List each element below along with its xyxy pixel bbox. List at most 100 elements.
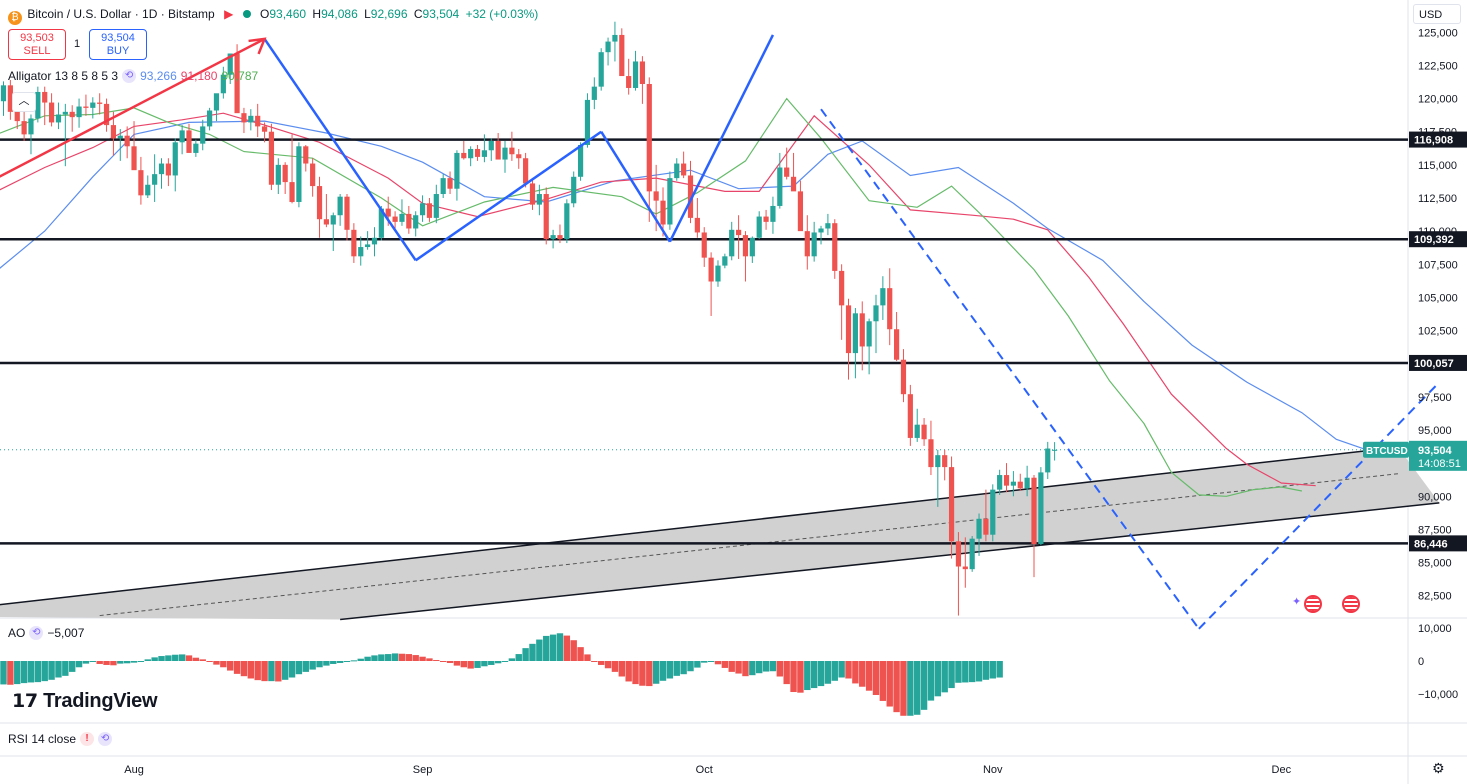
ao-bar bbox=[371, 655, 378, 661]
ao-bar bbox=[728, 661, 735, 672]
ao-bar bbox=[742, 661, 749, 677]
candle-body bbox=[62, 111, 68, 115]
price-tick-label: 125,000 bbox=[1418, 27, 1458, 39]
candle bbox=[392, 211, 398, 232]
price-tick-label: 85,000 bbox=[1418, 558, 1452, 570]
candle bbox=[632, 50, 639, 91]
tradingview-logo[interactable]: 𝟭𝟳 TradingView bbox=[12, 690, 158, 713]
ao-bar bbox=[529, 643, 536, 661]
candle bbox=[495, 133, 501, 160]
candle-body bbox=[880, 288, 886, 306]
candle bbox=[694, 198, 700, 238]
chart-settings-gear-icon[interactable]: ⚙ bbox=[1432, 760, 1445, 776]
ao-bar bbox=[343, 661, 351, 662]
candle bbox=[289, 134, 295, 204]
candle-body bbox=[564, 203, 570, 240]
candle-body bbox=[681, 163, 687, 176]
buy-button[interactable]: 93,504 BUY bbox=[89, 29, 147, 60]
ao-bar bbox=[275, 661, 282, 682]
candle-body bbox=[907, 394, 913, 438]
candle-body bbox=[811, 232, 817, 257]
candle bbox=[756, 211, 762, 240]
sell-button[interactable]: 93,503 SELL bbox=[8, 29, 66, 60]
ao-bar bbox=[336, 661, 344, 663]
ao-bar bbox=[405, 654, 413, 661]
candle-body bbox=[200, 126, 206, 144]
candle bbox=[351, 223, 357, 263]
candle-body bbox=[976, 518, 982, 539]
candle bbox=[1052, 442, 1058, 461]
candle bbox=[735, 215, 742, 259]
regression-channel-fill bbox=[0, 447, 1440, 620]
order-quantity[interactable]: 1 bbox=[74, 38, 81, 50]
candle-body bbox=[729, 229, 735, 257]
price-tick-label: 82,500 bbox=[1418, 591, 1452, 603]
ao-bar bbox=[625, 661, 632, 682]
candle-body bbox=[103, 103, 110, 126]
indicator-settings-icon[interactable]: ⟲ bbox=[122, 69, 137, 83]
ao-bar bbox=[330, 661, 337, 664]
ao-bar bbox=[288, 661, 296, 678]
price-tick-label: 122,500 bbox=[1418, 60, 1458, 72]
candle bbox=[447, 171, 453, 195]
ao-bar bbox=[364, 656, 371, 661]
ao-bar bbox=[378, 654, 385, 661]
candle bbox=[186, 123, 192, 153]
candle bbox=[818, 225, 824, 245]
candle-body bbox=[928, 439, 934, 468]
candle bbox=[461, 140, 467, 160]
candle-body bbox=[186, 130, 192, 153]
warning-icon[interactable]: ! bbox=[80, 732, 95, 746]
us-flag-event-icon[interactable] bbox=[1304, 595, 1322, 613]
ao-legend[interactable]: AO ⟲ −5,007 bbox=[8, 626, 84, 640]
ao-bar bbox=[522, 648, 529, 661]
candle bbox=[468, 146, 474, 167]
ao-bar bbox=[968, 661, 976, 683]
dashed-projection-segment bbox=[1198, 381, 1441, 630]
candle-body bbox=[502, 147, 508, 160]
collapse-legend-button[interactable]: ︿ bbox=[12, 92, 36, 112]
alligator-legend[interactable]: Alligator 13 8 5 8 5 3 ⟲ 93,266 91,180 9… bbox=[8, 69, 258, 83]
tradingview-logo-icon: 𝟭𝟳 bbox=[12, 691, 38, 712]
candle-body bbox=[234, 53, 240, 114]
ao-bar bbox=[591, 661, 598, 662]
ao-bar bbox=[7, 661, 14, 685]
candle-body bbox=[447, 178, 453, 189]
ao-bar bbox=[247, 661, 255, 679]
candle bbox=[103, 98, 110, 132]
ao-bar bbox=[62, 661, 69, 676]
candle-body bbox=[887, 288, 893, 330]
candle bbox=[845, 298, 852, 380]
ao-bar bbox=[192, 657, 200, 661]
candle bbox=[28, 114, 34, 155]
currency-selector[interactable]: USD bbox=[1413, 4, 1461, 24]
candle bbox=[241, 107, 247, 134]
ao-bar bbox=[227, 661, 234, 671]
candle-body bbox=[550, 235, 556, 240]
candle bbox=[261, 122, 268, 143]
flag-icon[interactable]: ▶ bbox=[224, 7, 234, 21]
ao-bar bbox=[872, 661, 880, 695]
indicator-settings-icon[interactable]: ⟲ bbox=[29, 626, 44, 640]
ao-bar bbox=[199, 659, 206, 661]
ao-bar bbox=[549, 634, 557, 661]
candle-body bbox=[921, 424, 927, 440]
candle bbox=[722, 253, 728, 269]
rsi-legend[interactable]: RSI 14 close ! ⟲ bbox=[8, 732, 113, 746]
candle bbox=[399, 199, 405, 226]
candle bbox=[729, 221, 735, 261]
us-flag-event-icon[interactable] bbox=[1342, 595, 1360, 613]
candle-body bbox=[523, 158, 529, 184]
candle bbox=[172, 138, 178, 192]
ao-bar bbox=[879, 661, 887, 701]
ao-bar bbox=[563, 635, 571, 661]
symbol-title[interactable]: Bitcoin / U.S. Dollar · 1D · Bitstamp bbox=[27, 7, 215, 21]
candle-body bbox=[365, 244, 371, 248]
event-marker-icon[interactable]: ✦ bbox=[1292, 596, 1302, 608]
candle bbox=[488, 138, 494, 161]
ao-bar bbox=[941, 661, 948, 693]
indicator-settings-icon[interactable]: ⟲ bbox=[98, 732, 113, 746]
ao-bar bbox=[254, 661, 261, 681]
candle-body bbox=[571, 176, 577, 204]
